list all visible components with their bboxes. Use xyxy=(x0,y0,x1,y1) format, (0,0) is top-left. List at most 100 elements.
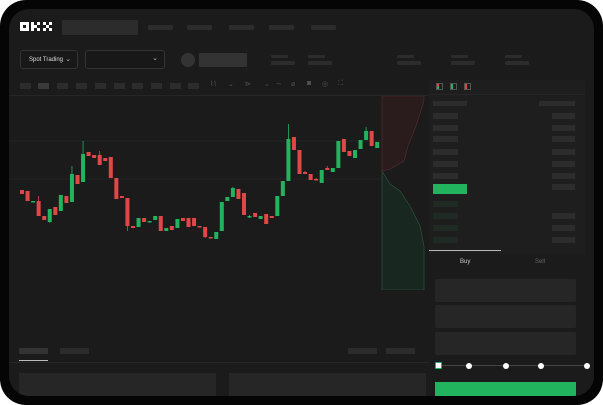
candle-body xyxy=(286,139,291,181)
ask-depth-area xyxy=(381,96,425,172)
timeframe-button[interactable] xyxy=(76,83,87,89)
okx-logo[interactable] xyxy=(20,22,61,31)
candle-body xyxy=(36,201,41,216)
candle-body xyxy=(164,228,169,231)
slider-mark-100[interactable] xyxy=(584,363,590,369)
ask-row-price xyxy=(433,136,458,142)
orderbook-both-icon[interactable] xyxy=(436,83,443,90)
candle-body xyxy=(186,218,191,227)
stat-label xyxy=(397,55,414,58)
price-input[interactable] xyxy=(435,279,576,302)
timeframe-button[interactable] xyxy=(151,83,162,89)
stat-value xyxy=(308,61,332,65)
orderbook-asks-icon[interactable] xyxy=(464,83,471,90)
chevron-down-icon[interactable]: ⌄ xyxy=(228,81,234,88)
candle-body xyxy=(375,142,380,148)
candle-body xyxy=(131,226,135,228)
total-input[interactable] xyxy=(435,332,576,355)
ask-row-total xyxy=(552,149,575,155)
search-bar[interactable] xyxy=(62,20,138,35)
candle-body xyxy=(219,202,224,231)
nav-item[interactable] xyxy=(311,25,336,30)
chevron-down-icon: ⌄ xyxy=(65,56,71,63)
slider-handle[interactable] xyxy=(435,362,442,369)
slider-track[interactable] xyxy=(439,365,589,366)
price-placeholder xyxy=(199,53,247,67)
slider-mark-75[interactable] xyxy=(538,363,544,369)
filter-button[interactable] xyxy=(386,348,415,354)
candle-body xyxy=(69,174,74,202)
candle-body xyxy=(169,226,174,230)
candle-body xyxy=(214,232,219,239)
candle-body xyxy=(64,196,69,203)
filter-button[interactable] xyxy=(348,348,377,354)
ask-row-total xyxy=(552,113,575,119)
fullscreen-icon[interactable]: ⛶ xyxy=(338,80,343,87)
nav-item[interactable] xyxy=(148,25,173,30)
timeframe-button[interactable] xyxy=(188,83,199,89)
candle-body xyxy=(319,170,324,183)
chevron-down-icon[interactable]: ⌄ xyxy=(264,81,270,88)
timeframe-button[interactable] xyxy=(38,83,49,89)
slider-mark-50[interactable] xyxy=(503,363,509,369)
candle-body xyxy=(314,179,319,181)
tab-buy[interactable]: Buy xyxy=(460,259,471,265)
bid-row-total xyxy=(552,225,575,231)
candle-body xyxy=(192,218,197,226)
orderbook-bids-icon[interactable] xyxy=(450,83,457,90)
timeframe-button[interactable] xyxy=(20,83,31,89)
nav-item[interactable] xyxy=(269,25,294,30)
candle-body xyxy=(142,218,147,222)
ask-row-total xyxy=(552,125,575,131)
depth-chart xyxy=(381,96,425,290)
divider xyxy=(429,94,585,95)
divider xyxy=(9,362,429,363)
candle-body xyxy=(242,193,246,215)
stat-value xyxy=(271,61,295,65)
timeframe-button[interactable] xyxy=(57,83,68,89)
ask-row-total xyxy=(552,173,575,179)
stat-value xyxy=(397,61,421,65)
candle-body xyxy=(264,214,269,224)
market-type-dropdown[interactable]: Spot Trading ⌄ xyxy=(20,50,78,69)
candle-body xyxy=(158,216,163,231)
tab-open-orders[interactable] xyxy=(19,348,48,354)
candle-body xyxy=(31,201,36,203)
tab-sell[interactable]: Sell xyxy=(535,259,546,265)
candle-body xyxy=(136,218,141,227)
line-tool-icon[interactable]: ⊳ xyxy=(245,81,251,88)
buy-button[interactable] xyxy=(435,382,576,396)
last-price xyxy=(433,184,467,194)
candle-body xyxy=(175,219,180,228)
order-book-panel xyxy=(429,80,585,254)
candle-body xyxy=(364,131,369,140)
timeframe-button[interactable] xyxy=(132,83,143,89)
candle-body xyxy=(236,189,241,199)
settings-icon[interactable]: ◎ xyxy=(322,81,329,88)
camera-icon[interactable]: ◙ xyxy=(307,80,312,87)
slider-mark-25[interactable] xyxy=(466,363,472,369)
stat-label xyxy=(308,55,325,58)
tab-order-history[interactable] xyxy=(60,348,89,354)
trend-icon[interactable]: ∼ xyxy=(276,81,282,88)
candlestick-chart[interactable] xyxy=(9,96,381,331)
indicator-icon[interactable]: ⌇⌇ xyxy=(210,81,217,88)
candle-body xyxy=(247,216,252,218)
nav-item[interactable] xyxy=(187,25,212,30)
pair-dropdown[interactable]: ⌄ xyxy=(85,50,165,69)
candle-body xyxy=(103,158,108,161)
nav-item[interactable] xyxy=(229,25,254,30)
timeframe-button[interactable] xyxy=(114,83,125,89)
bid-row-price xyxy=(433,225,458,231)
timeframe-button[interactable] xyxy=(170,83,181,89)
candle-body xyxy=(114,178,119,199)
candle-body xyxy=(119,196,124,198)
timeframe-button[interactable] xyxy=(95,83,106,89)
bid-row-price xyxy=(433,237,458,243)
candle-body xyxy=(53,207,58,215)
logo-o xyxy=(20,22,29,31)
stat-value xyxy=(451,61,475,65)
amount-input[interactable] xyxy=(435,305,576,328)
ruler-icon[interactable]: ⌀ xyxy=(291,81,296,88)
